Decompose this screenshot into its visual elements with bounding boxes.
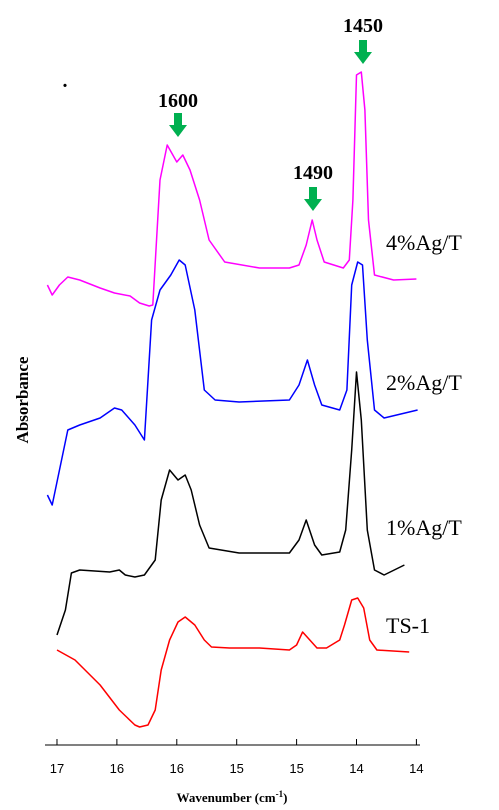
spectrum-line bbox=[56, 371, 405, 636]
x-tick-label: 16 bbox=[110, 761, 124, 776]
series-label: 1%Ag/T bbox=[386, 515, 462, 540]
x-axis-label-sup: -1 bbox=[276, 789, 284, 799]
x-tick-label: 16 bbox=[170, 761, 184, 776]
y-axis-label: Absorbance bbox=[13, 356, 32, 443]
annotation-arrow bbox=[169, 113, 187, 137]
x-axis-label-text: Wavenumber (cm bbox=[177, 790, 276, 805]
spectrum-line bbox=[46, 259, 418, 506]
x-axis-label: Wavenumber (cm-1) bbox=[177, 789, 288, 805]
x-tick-label: 14 bbox=[349, 761, 363, 776]
spectrum-line bbox=[56, 597, 410, 728]
x-tick-label: 17 bbox=[50, 761, 64, 776]
series-label: 2%Ag/T bbox=[386, 370, 462, 395]
x-axis-label-end: ) bbox=[283, 790, 287, 805]
series-label: TS-1 bbox=[386, 613, 430, 638]
annotation-arrow bbox=[304, 187, 322, 211]
annotation-arrow bbox=[354, 40, 372, 64]
annotation: 1600 bbox=[158, 90, 198, 112]
x-tick-label: 14 bbox=[409, 761, 423, 776]
x-tick-label: 15 bbox=[229, 761, 243, 776]
series-label: 4%Ag/T bbox=[386, 230, 462, 255]
annotation: . bbox=[63, 70, 68, 92]
x-tick-label: 15 bbox=[289, 761, 303, 776]
annotation: 1450 bbox=[343, 15, 383, 37]
spectrum-line bbox=[46, 71, 417, 307]
annotation: 1490 bbox=[293, 162, 333, 184]
